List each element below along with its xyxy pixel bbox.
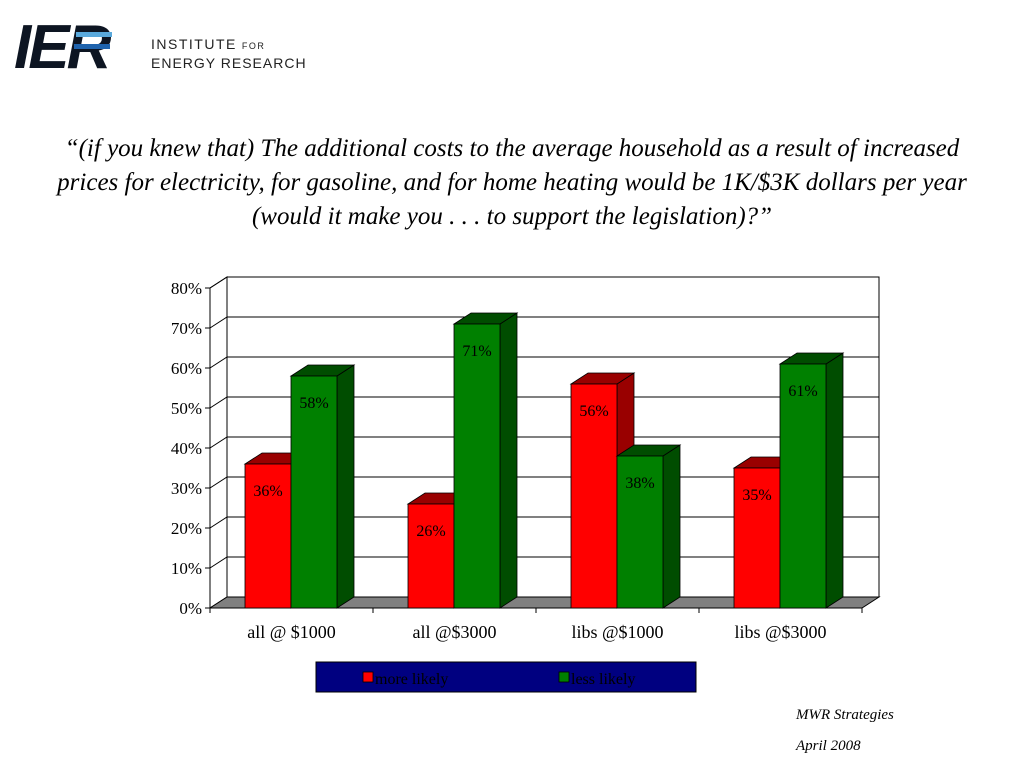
footer-date: April 2008 [796,738,861,754]
data-label: 61% [788,383,817,400]
bar [779,363,827,609]
y-tick-label: 70% [171,319,202,338]
bar-side [662,444,681,609]
gridline [209,276,879,289]
legend-swatch [558,671,570,683]
ier-logo-stripe [76,32,112,37]
legend-swatch [362,671,374,683]
bar [244,463,292,609]
y-tick-label: 10% [171,559,202,578]
ier-logo-line1: INSTITUTE FOR [151,36,265,52]
x-tick-label: libs @$1000 [571,622,663,642]
bar [616,455,664,609]
bar [453,323,501,609]
y-tick-label: 40% [171,439,202,458]
gridline [209,436,879,449]
data-label: 38% [625,475,654,492]
x-tick-label: all @$3000 [412,622,496,642]
gridline [209,396,879,409]
x-tick-label: all @ $1000 [247,622,336,642]
legend-label: less likely [571,671,635,688]
slide-title: “(if you knew that) The additional costs… [57,135,967,230]
bar [733,467,781,609]
ier-logo-line2: ENERGY RESEARCH [151,55,307,71]
ier-logo: IER INSTITUTE FOR ENERGY RESEARCH [14,14,307,76]
footer-source: MWR Strategies [796,707,894,723]
y-tick-label: 60% [171,359,202,378]
ier-logo-stripe [74,44,110,49]
y-tick-label: 20% [171,519,202,538]
bar-side [336,364,355,609]
data-label: 36% [253,483,282,500]
data-label: 71% [462,343,491,360]
gridline [209,316,879,329]
x-tick-label: libs @$3000 [734,622,826,642]
legend [315,661,697,693]
bar-side [499,312,518,609]
data-label: 56% [579,403,608,420]
bar-side [825,352,844,609]
gridline [209,356,879,369]
bar [290,375,338,609]
y-tick-label: 80% [171,279,202,298]
data-label: 58% [299,395,328,412]
y-tick-label: 50% [171,399,202,418]
y-tick-label: 0% [179,599,202,618]
bar [407,503,455,609]
data-label: 35% [742,487,771,504]
legend-label: more likely [375,671,448,688]
y-tick-label: 30% [171,479,202,498]
data-label: 26% [416,523,445,540]
